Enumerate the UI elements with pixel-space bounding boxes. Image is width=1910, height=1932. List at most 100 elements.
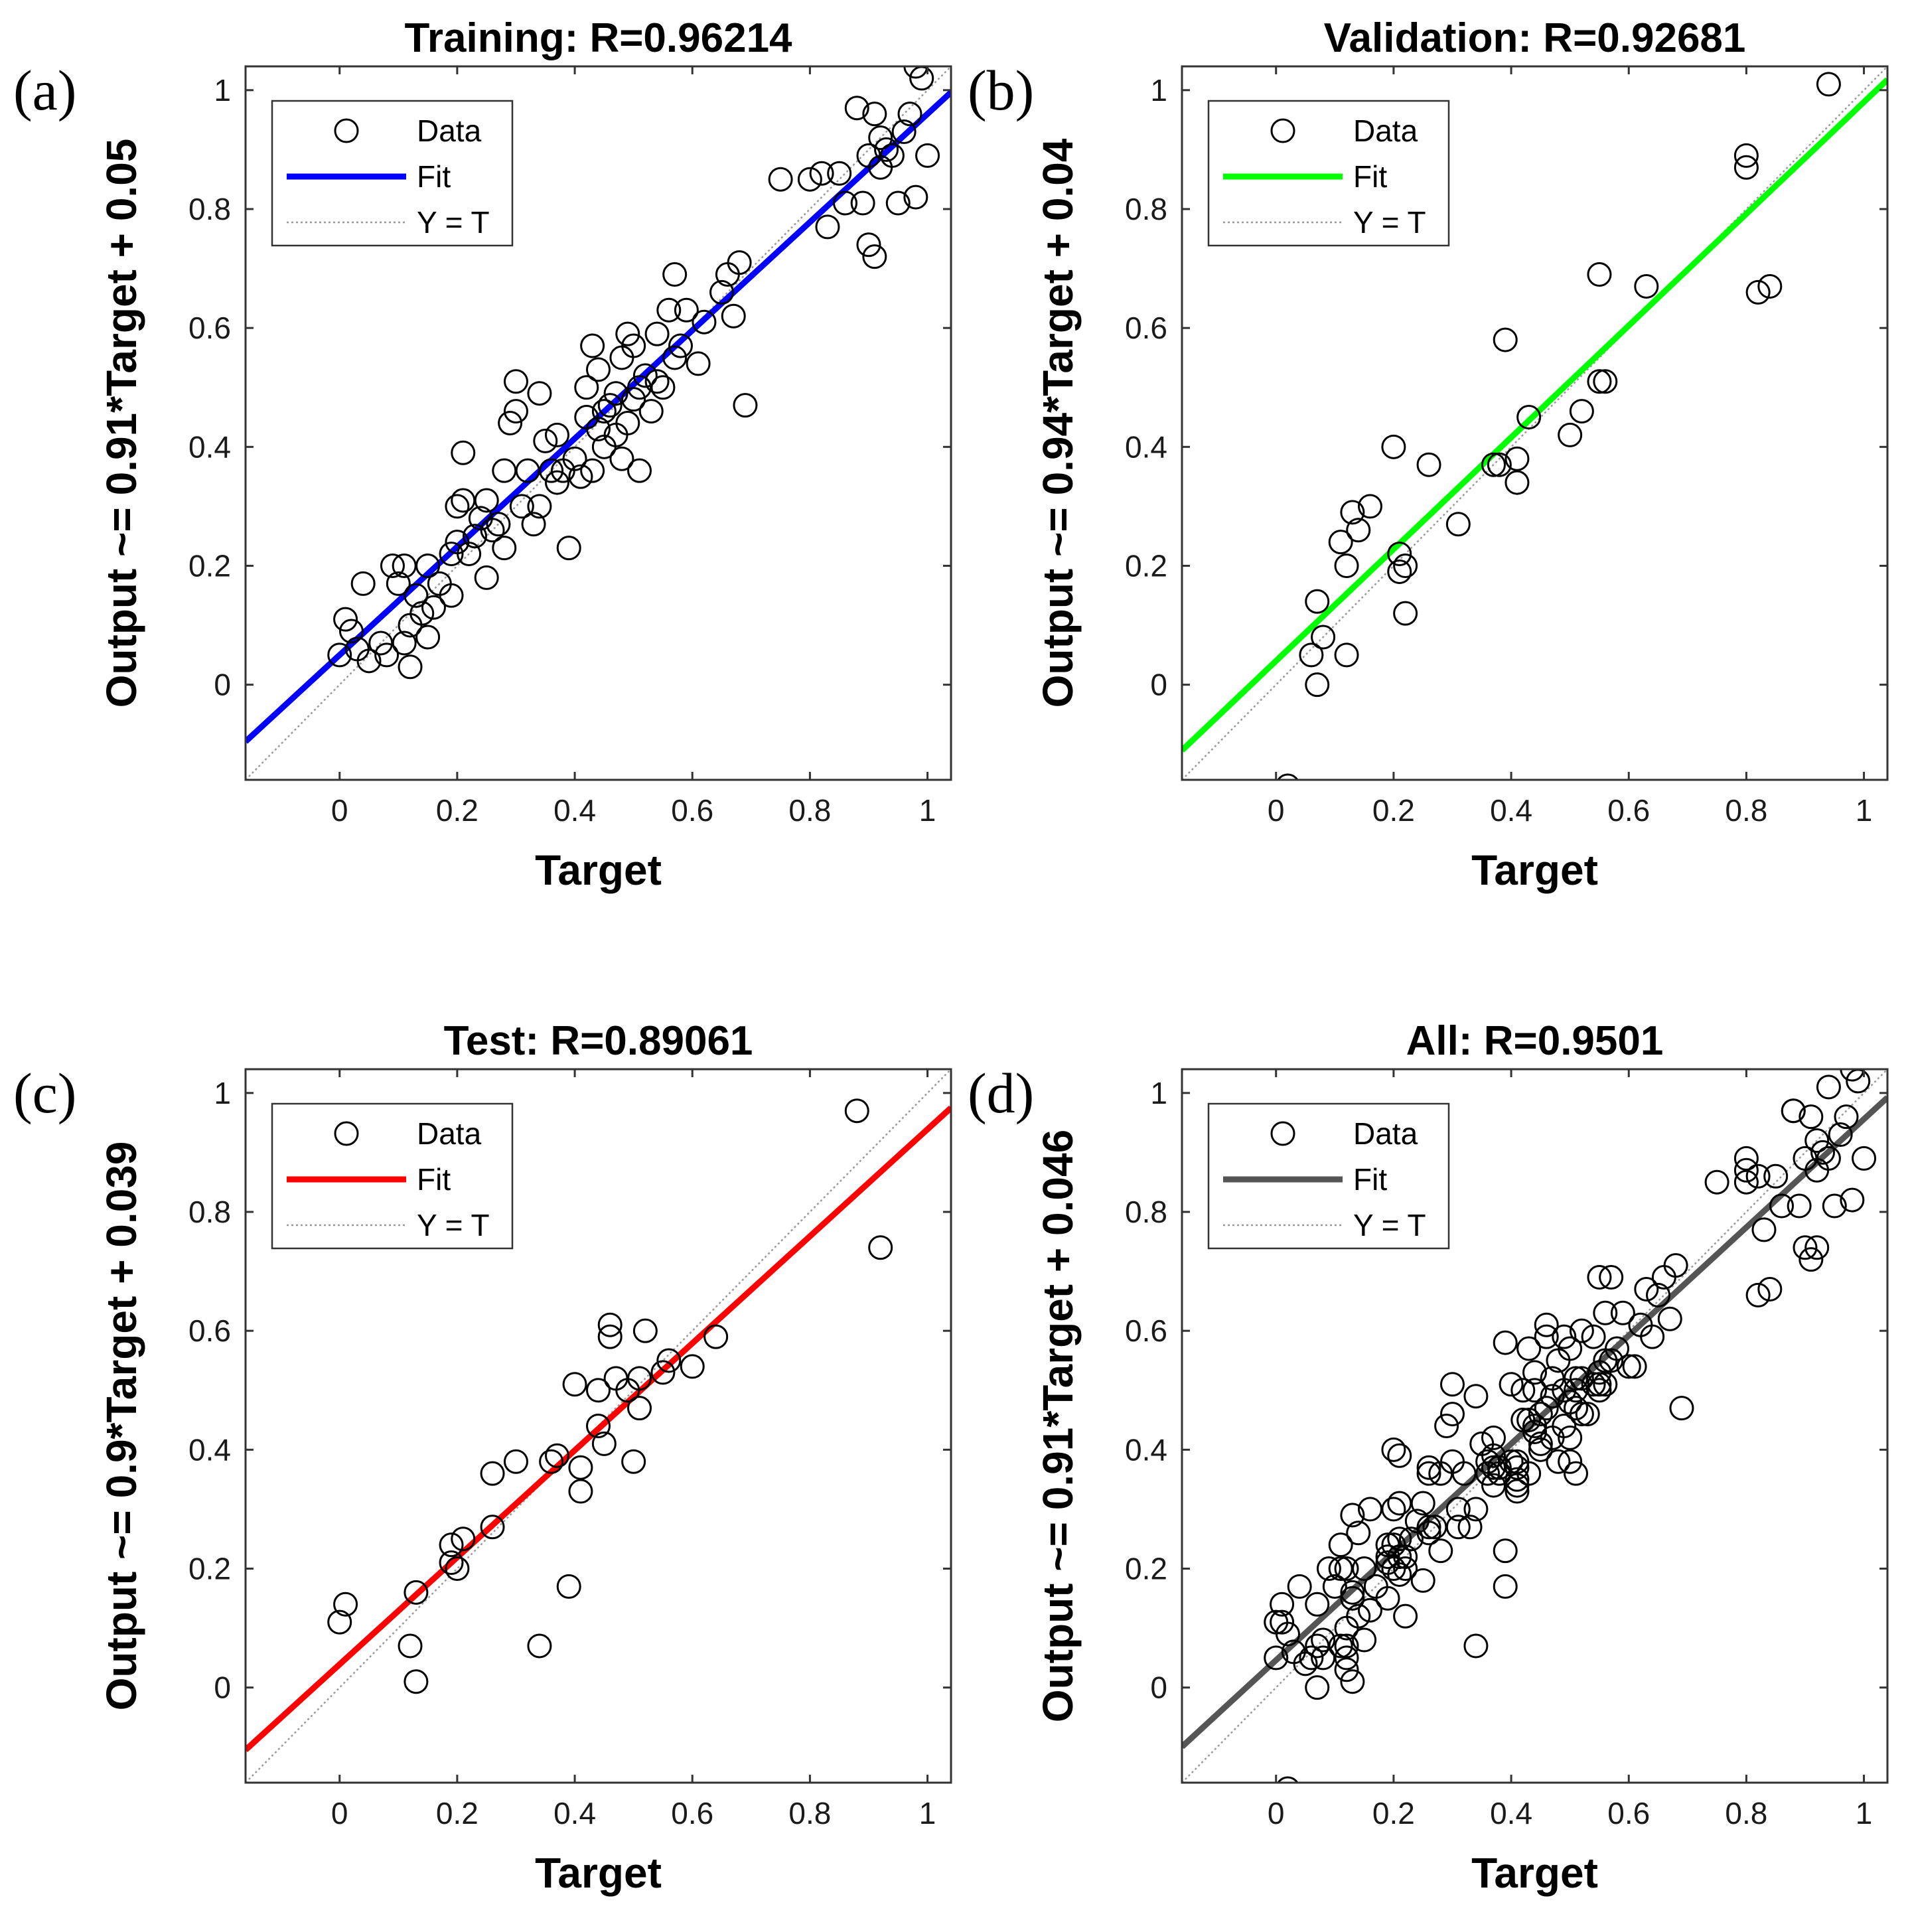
data-point (1587, 1372, 1612, 1397)
data-point (1445, 512, 1471, 537)
data-point (1393, 1556, 1418, 1581)
y-tick-label: 0.8 (188, 192, 231, 226)
data-point (1534, 1312, 1559, 1337)
data-point (1828, 1122, 1853, 1148)
data-point (1305, 589, 1330, 614)
data-point (1745, 1163, 1771, 1189)
data-point (492, 536, 517, 561)
data-point (1593, 1348, 1618, 1373)
y-tick-label: 0.8 (1125, 192, 1167, 226)
data-point (1375, 1532, 1400, 1558)
x-tick-label: 0 (331, 793, 348, 828)
data-point (1264, 1645, 1289, 1671)
data-point (1340, 1580, 1365, 1605)
data-point (568, 1455, 593, 1480)
data-point (597, 393, 623, 418)
data-point (856, 232, 881, 258)
data-point (1493, 1538, 1518, 1564)
data-point (1816, 72, 1841, 97)
data-point (1311, 625, 1336, 650)
data-point (1375, 1550, 1400, 1576)
data-point (1840, 1069, 1865, 1082)
data-point (1264, 1609, 1289, 1635)
data-point (827, 161, 852, 186)
data-point (1816, 1075, 1841, 1100)
data-point (1528, 1402, 1553, 1427)
data-point (1493, 1330, 1518, 1355)
panel-3: 0 0.2 0.4 0.6 0.8 1 0 0.2 0.4 0.6 0.8 1 All: R=0.950… (968, 1018, 1889, 1897)
data-point (486, 512, 511, 537)
x-tick-label: 0.6 (671, 793, 713, 828)
data-point (421, 595, 446, 620)
data-point (480, 518, 505, 543)
x-tick-label: 1 (1856, 793, 1873, 828)
data-point (597, 1324, 623, 1349)
data-point (1522, 1414, 1547, 1438)
x-tick-label: 0 (1268, 793, 1285, 828)
data-point (338, 619, 364, 644)
data-point (568, 1479, 593, 1504)
data-point (1381, 434, 1406, 459)
data-point (1434, 1414, 1459, 1438)
data-point (1781, 1098, 1806, 1124)
legend-box (271, 1102, 514, 1250)
data-point (1522, 1378, 1547, 1403)
x-tick-label: 0.2 (436, 793, 478, 828)
data-point (815, 214, 840, 240)
data-point (1510, 1378, 1536, 1403)
y-tick-label: 0.4 (188, 1432, 231, 1467)
x-tick-label: 0.2 (1372, 1796, 1415, 1830)
data-point (374, 642, 400, 668)
data-point (1599, 1265, 1624, 1290)
data-point (1581, 1324, 1606, 1349)
data-point (1410, 1491, 1435, 1516)
data-point (1299, 642, 1324, 668)
data-point (1357, 494, 1382, 519)
y-tick-label: 0.8 (188, 1195, 231, 1229)
data-point (1328, 1532, 1353, 1558)
data-point (451, 440, 476, 465)
data-point (1445, 1515, 1471, 1540)
data-point (1516, 405, 1542, 430)
y-tick-label: 0.4 (188, 429, 231, 464)
data-point (1587, 369, 1612, 394)
x-tick-label: 0.6 (1607, 793, 1650, 828)
data-point (1769, 1193, 1795, 1219)
data-point (703, 1324, 729, 1349)
data-point (1445, 1497, 1471, 1522)
data-point (1334, 1556, 1359, 1581)
data-point (1534, 1396, 1559, 1421)
data-point (674, 297, 699, 323)
data-point (1558, 422, 1583, 447)
x-tick-label: 0.4 (553, 793, 596, 828)
data-point (1799, 1247, 1824, 1272)
data-point (1522, 1419, 1547, 1444)
x-tick-label: 0.4 (553, 1796, 596, 1830)
data-point (574, 375, 599, 400)
y-axis-label: Output ~= 0.91*Target + 0.05 (98, 139, 145, 708)
data-point (1587, 1265, 1612, 1290)
data-point (1410, 1568, 1435, 1593)
data-point (1852, 1146, 1877, 1171)
data-point (686, 351, 711, 376)
data-point (862, 244, 887, 269)
data-point (797, 167, 822, 192)
data-point (1499, 1372, 1524, 1397)
data-point (1340, 1669, 1365, 1694)
x-tick-label: 0.6 (1607, 1796, 1650, 1830)
data-point (415, 625, 441, 650)
data-point (650, 375, 676, 400)
x-tick-label: 0.2 (1372, 793, 1415, 828)
data-point (521, 512, 546, 537)
data-point (1552, 1414, 1577, 1438)
data-point (1733, 143, 1759, 168)
legend-entry-label: Data (417, 113, 482, 148)
data-point (609, 446, 634, 471)
data-point (1277, 1776, 1299, 1783)
data-point (327, 642, 352, 668)
data-point (445, 494, 470, 519)
legend-entry-label: Y = T (1353, 1208, 1426, 1242)
data-point (462, 524, 487, 549)
data-point (644, 369, 670, 394)
data-point (1799, 1104, 1824, 1130)
